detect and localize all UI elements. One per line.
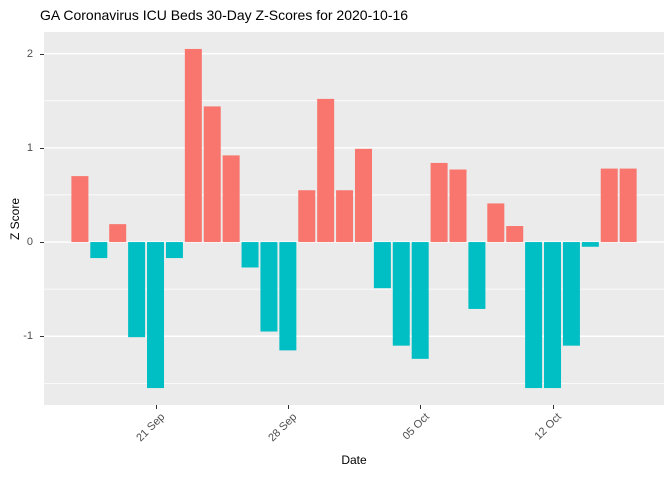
bars-svg — [44, 48, 664, 389]
y-tick-mark — [40, 53, 44, 55]
bar — [562, 242, 580, 346]
bar — [241, 242, 259, 268]
bar — [449, 169, 467, 243]
bar — [600, 168, 618, 243]
y-tick-mark — [40, 147, 44, 149]
bar — [544, 242, 562, 389]
bar — [373, 242, 391, 289]
x-tick-label: 21 Sep — [133, 411, 168, 445]
y-tick-label: 2 — [26, 47, 33, 60]
bar — [581, 242, 599, 247]
bar — [317, 98, 335, 243]
y-tick-label: 1 — [26, 141, 33, 154]
bar — [430, 162, 448, 243]
bar — [336, 190, 354, 243]
bar — [354, 148, 372, 243]
bar — [128, 242, 146, 338]
bar — [525, 242, 543, 389]
bar — [109, 224, 127, 243]
y-tick-label: -1 — [23, 330, 33, 343]
x-tick-label: 12 Oct — [532, 411, 565, 443]
bar — [90, 242, 108, 259]
y-tick-mark — [40, 336, 44, 338]
x-axis-title: Date — [341, 453, 367, 467]
bar — [71, 176, 89, 243]
x-tick-label: 05 Oct — [400, 411, 432, 443]
bar — [619, 168, 637, 243]
y-tick-mark — [40, 242, 44, 244]
bar — [411, 242, 429, 359]
bar — [260, 242, 278, 332]
x-tick-label: 28 Sep — [266, 411, 300, 445]
y-axis-title: Z Score — [8, 198, 22, 241]
bar — [147, 242, 165, 389]
bar — [487, 203, 505, 243]
y-tick-label: 0 — [26, 236, 33, 249]
bar — [184, 48, 202, 243]
plot-panel — [44, 32, 664, 405]
bar — [506, 226, 524, 243]
bar — [165, 242, 183, 259]
x-tick-mark — [552, 405, 554, 409]
bar — [392, 242, 410, 346]
bar — [279, 242, 297, 351]
x-tick-mark — [287, 405, 289, 409]
bar — [203, 106, 221, 243]
x-tick-mark — [420, 405, 422, 409]
bar — [468, 242, 486, 309]
bar — [298, 190, 316, 243]
bar — [222, 155, 240, 243]
chart-title: GA Coronavirus ICU Beds 30-Day Z-Scores … — [40, 7, 409, 23]
x-tick-mark — [155, 405, 157, 409]
